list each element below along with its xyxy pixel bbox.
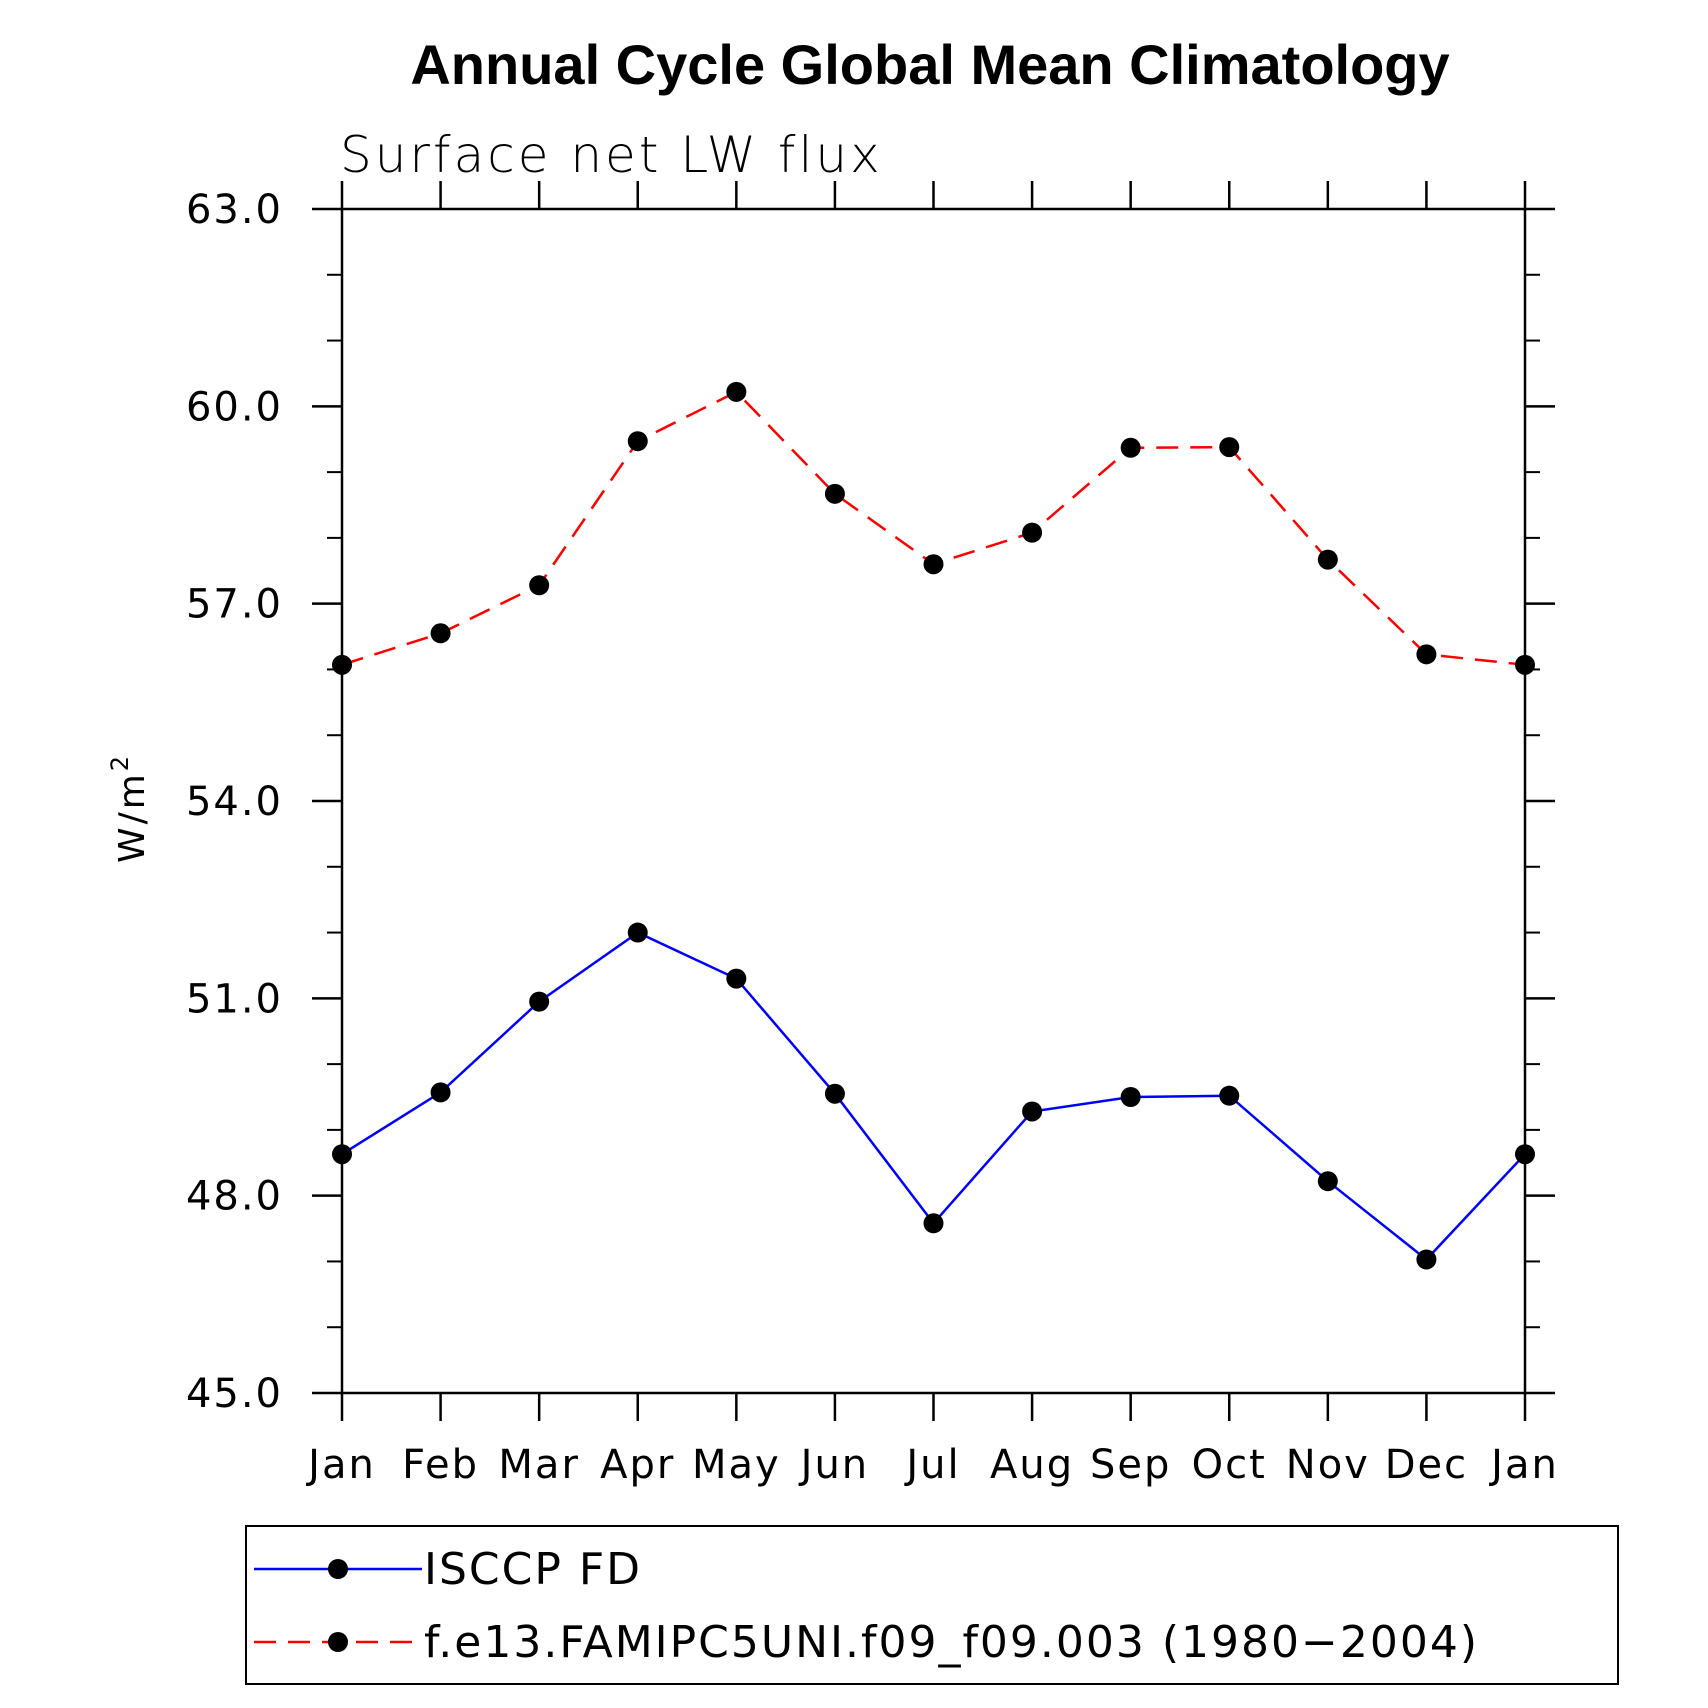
series-line-0	[341, 931, 1526, 1262]
x-tick-label: Jan	[305, 1442, 376, 1488]
series-0-point	[1120, 1087, 1141, 1107]
series-layer	[332, 381, 1535, 1270]
x-tick-label: Jun	[798, 1442, 870, 1488]
series-1-point	[1416, 644, 1437, 665]
series-0-point	[627, 922, 648, 943]
y-tick-label: 54.0	[186, 779, 283, 825]
y-axis-label-text: W/m	[112, 771, 153, 863]
series-0-point	[1416, 1249, 1437, 1270]
x-tick-label: Dec	[1385, 1442, 1468, 1488]
series-0-point	[529, 991, 550, 1012]
series-1-point	[824, 483, 845, 504]
series-0-point	[1515, 1144, 1535, 1165]
plot-axes: Jan Feb Mar Apr May Jun Jul Aug Sep Oct Nov Dec Jan 4…	[186, 181, 1559, 1488]
series-1-point	[1120, 437, 1141, 458]
series-0-point	[430, 1082, 451, 1103]
y-tick-label: 60.0	[186, 384, 283, 430]
x-tick-label: May	[692, 1442, 781, 1488]
series-1-point	[1515, 654, 1535, 675]
series-0-point	[726, 968, 747, 989]
y-tick-label: 57.0	[186, 582, 283, 628]
series-0-point	[1219, 1085, 1240, 1106]
series-line-1	[341, 390, 1526, 667]
series-1-point	[1022, 522, 1043, 543]
series-1-point	[726, 381, 747, 402]
chart-title: Annual Cycle Global Mean Climatology	[410, 33, 1449, 96]
y-axis-label: W/m2	[106, 753, 153, 863]
series-1-point	[923, 554, 944, 575]
x-tick-label: Nov	[1286, 1442, 1370, 1488]
x-tick-label: Aug	[990, 1442, 1074, 1488]
x-tick-label: Mar	[498, 1442, 579, 1488]
y-tick-label: 48.0	[186, 1174, 283, 1220]
x-tick-label: Sep	[1090, 1442, 1171, 1488]
y-tick-label: 63.0	[186, 187, 283, 233]
x-tick-label: Oct	[1192, 1442, 1267, 1488]
y-axis-label-superscript: 2	[106, 753, 134, 771]
legend: ISCCP FD f.e13.FAMIPC5UNI.f09_f09.003 (1…	[245, 1525, 1619, 1685]
x-tick-label: Feb	[402, 1442, 479, 1488]
series-1-point	[529, 575, 550, 596]
legend-label-isccp: ISCCP FD	[424, 1544, 642, 1595]
legend-marker-model	[328, 1632, 348, 1652]
x-tick-label: Jan	[1488, 1442, 1559, 1488]
series-1-point	[627, 431, 648, 452]
y-tick-label: 51.0	[186, 976, 283, 1022]
series-1-point	[1219, 437, 1240, 458]
svg-text:W/m2: W/m2	[106, 753, 153, 863]
series-1-point	[1317, 549, 1338, 570]
series-0-point	[1022, 1101, 1043, 1122]
series-0-point	[824, 1083, 845, 1104]
x-tick-label: Apr	[600, 1442, 675, 1488]
series-0-point	[1317, 1171, 1338, 1192]
series-1-point	[332, 654, 352, 675]
y-tick-label: 45.0	[186, 1371, 283, 1417]
legend-label-model: f.e13.FAMIPC5UNI.f09_f09.003 (1980−2004)	[424, 1617, 1479, 1668]
series-0-point	[332, 1144, 352, 1165]
legend-box	[245, 1525, 1619, 1685]
series-1-point	[430, 623, 451, 644]
x-tick-label: Jul	[903, 1442, 960, 1488]
series-0-point	[923, 1213, 944, 1234]
chart-subtitle: Surface net LW flux	[340, 126, 883, 184]
legend-marker-isccp	[328, 1559, 348, 1579]
